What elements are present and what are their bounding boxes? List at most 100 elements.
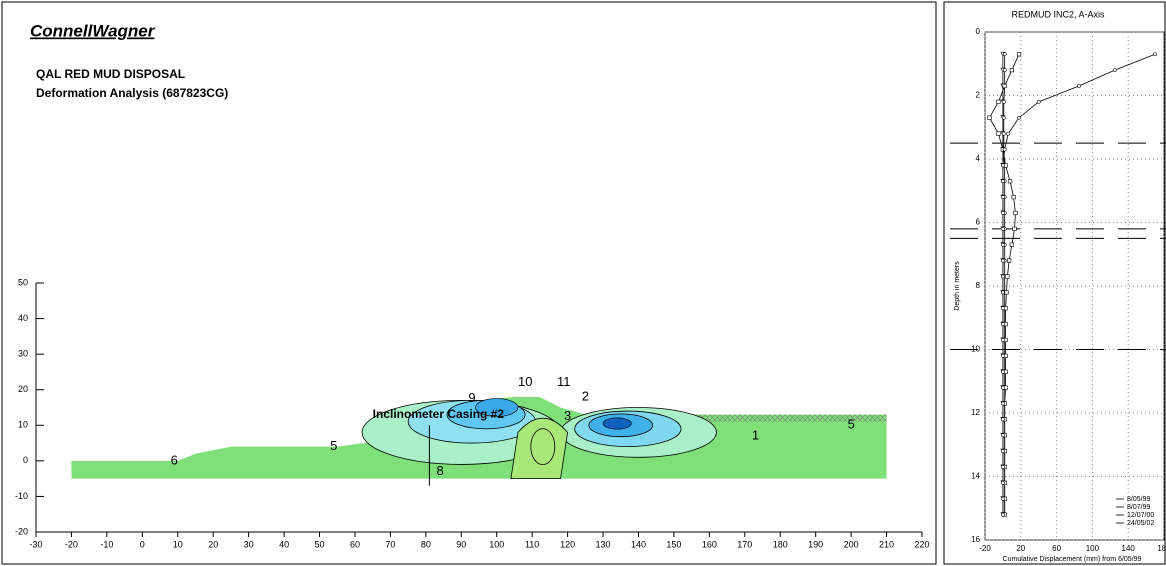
title: QAL RED MUD DISPOSAL bbox=[36, 67, 185, 81]
point bbox=[1013, 227, 1017, 231]
point bbox=[1001, 307, 1004, 310]
x-tick-label: 180 bbox=[1157, 544, 1166, 553]
point bbox=[1007, 259, 1011, 263]
point bbox=[1001, 513, 1004, 516]
annotation: Inclinometer Casing #2 bbox=[373, 407, 505, 421]
point bbox=[1010, 68, 1014, 72]
point bbox=[1153, 53, 1156, 56]
y-tick-label: 0 bbox=[23, 455, 28, 465]
x-tick-label: 60 bbox=[350, 539, 360, 549]
point bbox=[1003, 148, 1006, 151]
y-tick-label: 30 bbox=[18, 349, 28, 359]
zone-label: 5 bbox=[848, 417, 855, 432]
chart-title: REDMUD INC2, A-Axis bbox=[1011, 9, 1105, 19]
x-tick-label: 170 bbox=[737, 539, 752, 549]
zone-label: 3 bbox=[564, 408, 571, 423]
subtitle: Deformation Analysis (687823CG) bbox=[36, 86, 228, 100]
x-tick-label: 110 bbox=[525, 539, 539, 549]
x-tick-label: 60 bbox=[1052, 544, 1061, 553]
x-tick-label: 100 bbox=[489, 539, 504, 549]
point bbox=[1001, 259, 1004, 262]
x-tick-label: 30 bbox=[244, 539, 254, 549]
x-tick-label: 140 bbox=[631, 539, 646, 549]
x-tick-label: 70 bbox=[385, 539, 395, 549]
point bbox=[1001, 481, 1004, 484]
point bbox=[1003, 53, 1006, 56]
x-tick-label: 20 bbox=[208, 539, 218, 549]
x-tick-label: 10 bbox=[173, 539, 183, 549]
point bbox=[1012, 195, 1016, 199]
x-tick-label: -30 bbox=[29, 539, 42, 549]
zone-label: 8 bbox=[436, 463, 443, 478]
point bbox=[1001, 418, 1004, 421]
page: ConnellWagner QAL RED MUD DISPOSAL Defor… bbox=[0, 0, 1166, 566]
logo: ConnellWagner bbox=[30, 21, 156, 40]
point bbox=[1017, 52, 1021, 56]
point bbox=[1001, 323, 1004, 326]
x-tick-label: 40 bbox=[279, 539, 289, 549]
x-tick-label: 50 bbox=[315, 539, 325, 549]
x-tick-label: 0 bbox=[140, 539, 145, 549]
point bbox=[1017, 116, 1020, 119]
x-tick-label: 190 bbox=[808, 539, 823, 549]
point bbox=[1001, 450, 1004, 453]
point bbox=[1001, 196, 1004, 199]
y-tick-label: -10 bbox=[15, 491, 28, 501]
point bbox=[1002, 132, 1005, 135]
legend-label: 8/07/99 bbox=[1127, 504, 1150, 511]
y-tick-label: 8 bbox=[976, 281, 981, 290]
legend-label: 24/05/02 bbox=[1127, 520, 1154, 527]
x-tick-label: 140 bbox=[1122, 544, 1136, 553]
y-tick-label: 20 bbox=[18, 384, 28, 394]
zone-label: 9 bbox=[468, 390, 475, 405]
legend-label: 8/05/99 bbox=[1127, 496, 1150, 503]
point bbox=[1077, 84, 1080, 87]
zone-label: 5 bbox=[330, 438, 337, 453]
x-tick-label: 80 bbox=[421, 539, 431, 549]
x-tick-label: -20 bbox=[65, 539, 78, 549]
legend-label: 12/07/00 bbox=[1127, 512, 1154, 519]
contour bbox=[603, 418, 631, 429]
point bbox=[1001, 465, 1004, 468]
point bbox=[1001, 354, 1004, 357]
point bbox=[1001, 243, 1004, 246]
point bbox=[997, 100, 1001, 104]
zone-label: 10 bbox=[518, 374, 532, 389]
point bbox=[1001, 386, 1004, 389]
y-tick-label: -20 bbox=[15, 526, 28, 536]
zone-label: 6 bbox=[171, 452, 178, 467]
point bbox=[1001, 291, 1004, 294]
point bbox=[1003, 84, 1007, 88]
x-tick-label: 130 bbox=[596, 539, 611, 549]
y-tick-label: 6 bbox=[976, 218, 981, 227]
y-tick-label: 4 bbox=[976, 154, 981, 163]
y-tick-label: 10 bbox=[18, 420, 28, 430]
point bbox=[1006, 275, 1010, 279]
x-tick-label: 20 bbox=[1016, 544, 1025, 553]
y-tick-label: 0 bbox=[976, 27, 981, 36]
point bbox=[1014, 211, 1018, 215]
y-tick-label: 50 bbox=[18, 277, 28, 287]
y-tick-label: 12 bbox=[971, 408, 980, 417]
x-tick-label: 160 bbox=[702, 539, 717, 549]
point bbox=[1001, 370, 1004, 373]
zone-label: 11 bbox=[557, 374, 571, 389]
x-tick-label: 120 bbox=[560, 539, 575, 549]
point bbox=[1002, 116, 1005, 119]
point bbox=[1113, 69, 1116, 72]
point bbox=[1002, 100, 1005, 103]
x-tick-label: 210 bbox=[879, 539, 894, 549]
point bbox=[1001, 180, 1004, 183]
point bbox=[1008, 179, 1012, 183]
y-tick-label: 14 bbox=[971, 472, 980, 481]
y-tick-label: 16 bbox=[971, 535, 980, 544]
x-tick-label: 100 bbox=[1086, 544, 1100, 553]
point bbox=[1010, 243, 1014, 247]
point bbox=[1001, 338, 1004, 341]
x-tick-label: 90 bbox=[456, 539, 466, 549]
zone-label: 1 bbox=[752, 427, 759, 442]
point bbox=[1037, 100, 1040, 103]
x-tick-label: -20 bbox=[979, 544, 991, 553]
y-axis-label: Depth in meters bbox=[954, 261, 961, 311]
point bbox=[1007, 132, 1010, 135]
